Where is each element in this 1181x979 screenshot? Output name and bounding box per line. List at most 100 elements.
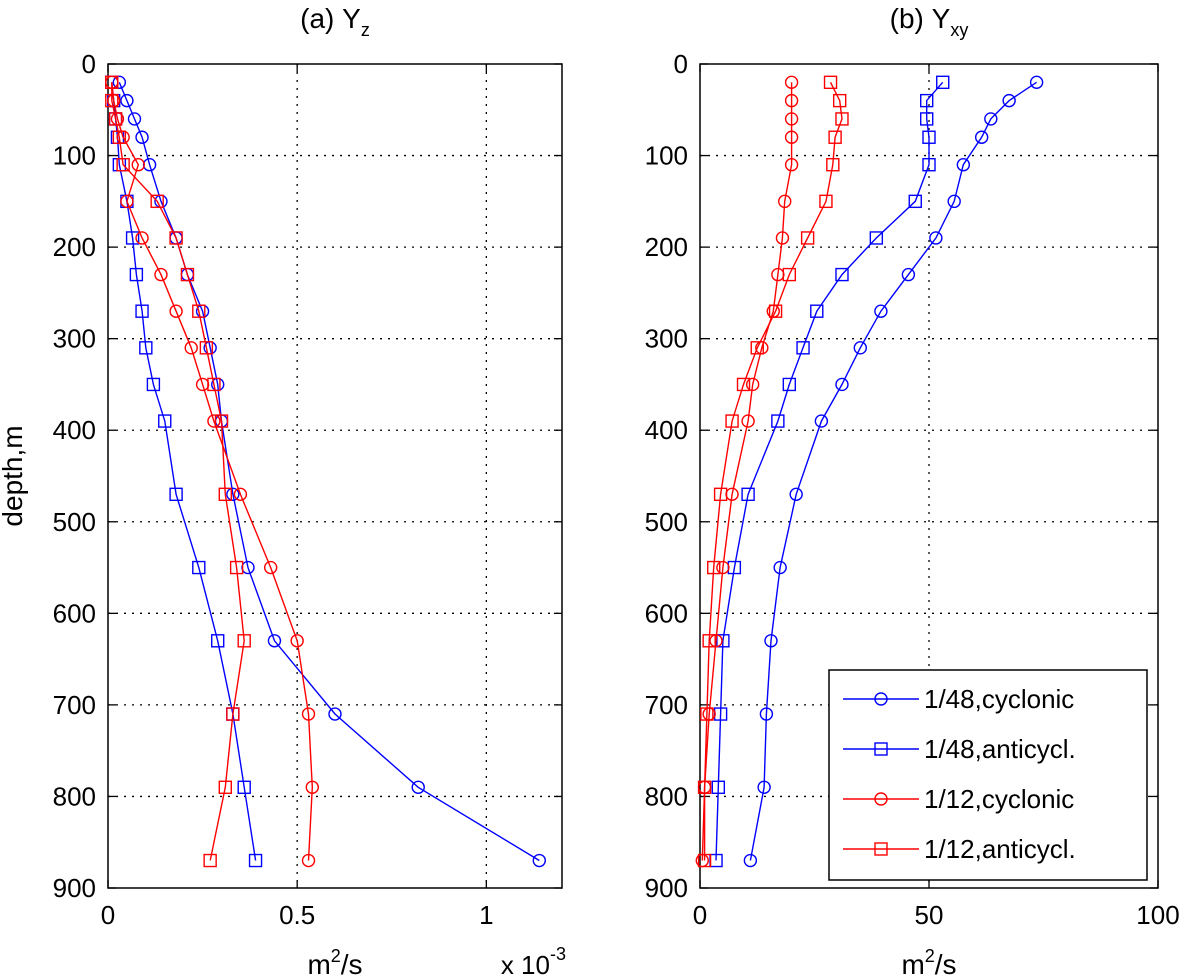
data-point-square [697, 853, 712, 868]
data-point-square [146, 377, 161, 392]
series-line [749, 81, 1037, 861]
data-point-circle [853, 341, 867, 355]
data-point-square [823, 75, 838, 90]
legend-label: 1/48,cyclonic [924, 684, 1074, 714]
y-tick-label: 900 [53, 873, 96, 903]
data-point-square [116, 158, 130, 172]
y-tick-label: 500 [645, 507, 688, 537]
data-point-circle [169, 304, 183, 318]
x-axis-label-superscript: 2 [331, 946, 341, 966]
data-point-square [192, 560, 206, 575]
y-tick-label: 800 [53, 781, 96, 811]
data-point-square [736, 377, 751, 392]
legend-label: 1/12,anticycl. [924, 834, 1076, 864]
data-point-circle [789, 487, 803, 502]
legend-marker-circle [874, 692, 888, 706]
data-point-square [229, 560, 244, 575]
data-point-circle [778, 194, 792, 209]
data-point-circle [743, 853, 758, 868]
data-point-square [707, 560, 721, 575]
data-point-circle [759, 707, 774, 721]
data-point-square [169, 487, 183, 502]
y-tick-label: 200 [645, 232, 688, 262]
series-line [111, 82, 257, 861]
data-point-square [828, 130, 842, 144]
data-point-circle [716, 560, 730, 575]
data-point-square [908, 194, 922, 209]
data-point-square [835, 112, 849, 126]
data-point-square [108, 112, 123, 126]
series-line [111, 82, 245, 861]
data-point-square [922, 130, 936, 144]
x-axis-label-superscript: 2 [925, 946, 935, 966]
data-point-circle [901, 267, 916, 282]
data-point-circle [131, 158, 145, 172]
y-tick-label: 500 [53, 507, 96, 537]
data-point-square [248, 853, 263, 868]
data-point-square [158, 414, 172, 428]
y-tick-label: 700 [53, 690, 96, 720]
data-point-circle [127, 112, 142, 126]
data-point-square [750, 341, 764, 355]
data-point-square [920, 112, 934, 126]
data-point-circle [532, 853, 546, 868]
data-point-square [835, 267, 849, 282]
data-point-circle [784, 130, 799, 144]
series-line [703, 81, 843, 861]
y-tick-label: 400 [645, 415, 688, 445]
legend-marker-square [874, 742, 888, 756]
chart-title: (b) Υxy [890, 3, 969, 40]
y-tick-label: 400 [53, 415, 96, 445]
data-point-square [237, 780, 251, 794]
data-point-square [105, 75, 119, 90]
x-tick-label: 100 [1136, 900, 1179, 930]
x-tick-label: 1 [479, 900, 493, 930]
data-point-square [800, 231, 815, 245]
series-line [701, 82, 793, 861]
data-point-circle [974, 130, 989, 144]
data-point-circle [233, 487, 248, 502]
legend-marker-circle [874, 792, 888, 806]
data-point-square [112, 130, 127, 144]
x-axis-label: m2/s [901, 946, 956, 979]
data-point-square [782, 377, 797, 392]
data-point-square [203, 853, 217, 868]
y-tick-label: 600 [645, 598, 688, 628]
data-point-circle [301, 707, 316, 721]
y-tick-label: 600 [53, 598, 96, 628]
y-tick-label: 200 [53, 232, 96, 262]
plot-frame [107, 63, 563, 889]
y-tick-label: 900 [645, 873, 688, 903]
data-point-circle [773, 560, 787, 575]
data-point-square [139, 341, 153, 355]
data-point-square [237, 634, 251, 648]
y-tick-label: 0 [82, 49, 96, 79]
data-point-circle [784, 158, 799, 172]
series-line [118, 82, 540, 862]
data-point-circle [741, 414, 755, 428]
data-point-square [826, 158, 840, 172]
data-point-square [725, 414, 739, 428]
data-point-circle [757, 780, 771, 794]
data-point-circle [775, 231, 790, 245]
chart-title-subscript: z [361, 20, 370, 40]
chart-title: (a) Υz [300, 3, 370, 40]
data-point-square [218, 780, 232, 794]
data-point-circle [1029, 75, 1044, 90]
data-point-square [713, 487, 728, 502]
data-point-square [702, 634, 716, 648]
data-point-square [135, 304, 149, 318]
data-point-circle [184, 341, 198, 355]
data-point-square [129, 267, 144, 282]
legend-marker-square [874, 842, 888, 856]
data-point-square [150, 194, 164, 209]
data-point-circle [207, 414, 221, 428]
data-point-circle [301, 853, 316, 868]
y-tick-label: 0 [674, 49, 688, 79]
data-point-circle [135, 130, 149, 144]
data-point-square [211, 634, 225, 648]
data-point-circle [263, 560, 278, 575]
data-point-square [192, 304, 206, 318]
x-multiplier: x 10-3 [501, 944, 566, 979]
